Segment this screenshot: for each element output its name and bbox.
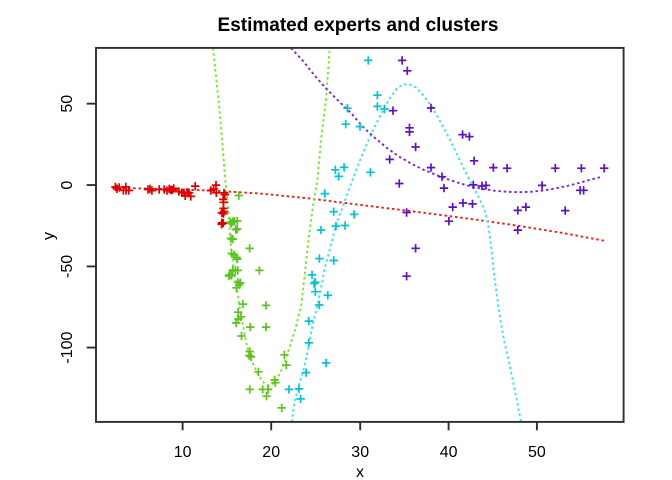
svg-text:50: 50 (528, 444, 546, 461)
svg-text:40: 40 (440, 444, 458, 461)
svg-text:30: 30 (351, 444, 369, 461)
svg-text:50: 50 (59, 95, 76, 113)
svg-text:y: y (41, 232, 58, 240)
svg-text:Estimated experts and clusters: Estimated experts and clusters (218, 15, 499, 36)
svg-text:20: 20 (262, 444, 280, 461)
svg-text:10: 10 (174, 444, 192, 461)
svg-text:-100: -100 (59, 331, 76, 363)
svg-text:0: 0 (59, 181, 76, 190)
svg-text:x: x (356, 464, 364, 480)
svg-text:-50: -50 (59, 255, 76, 278)
